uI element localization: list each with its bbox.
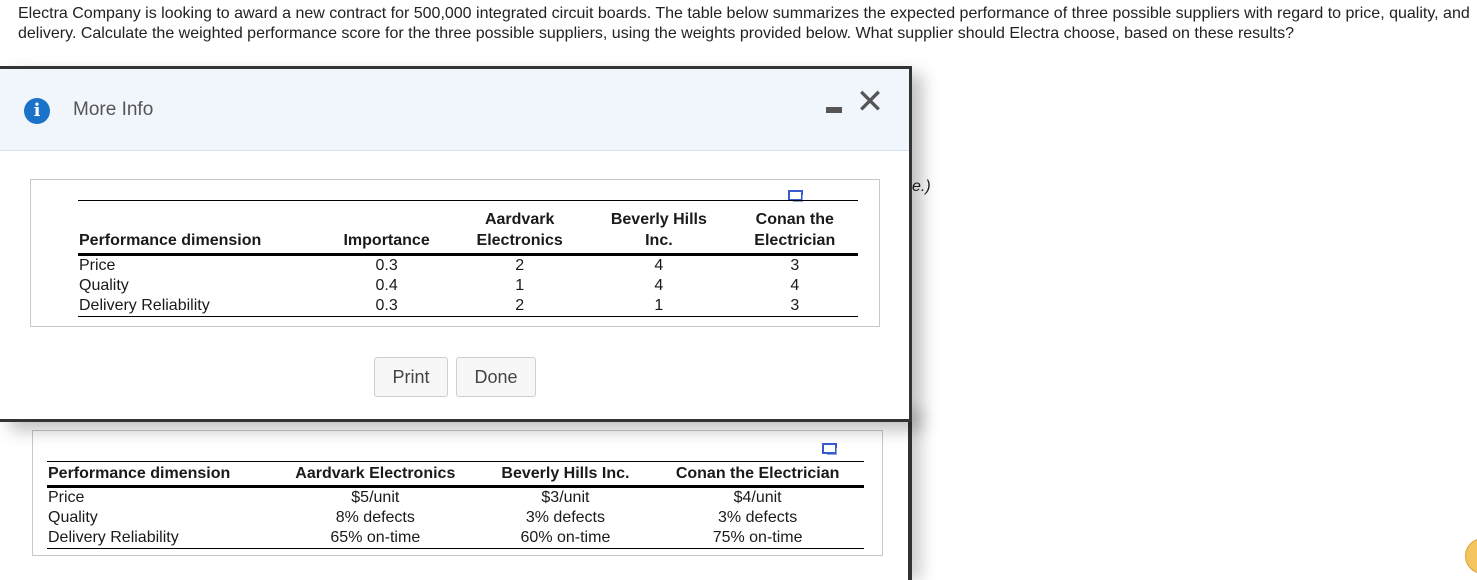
row-label: Delivery Reliability (79, 297, 210, 314)
table-row: Quality 8% defects 3% defects 3% defects (47, 508, 864, 528)
close-icon: ✕ (855, 82, 885, 122)
table-cell: 2 (515, 297, 525, 314)
close-button[interactable]: ✕ (853, 85, 887, 119)
modal-title: More Info (73, 99, 154, 120)
importance-scores-table: Performance dimension Importance Aardvar… (78, 200, 858, 317)
question-text: Electra Company is looking to award a ne… (18, 5, 1470, 42)
more-info-modal: i More Info ✕ Performance dimension Impo… (0, 66, 912, 422)
table-cell: 75% on-time (712, 529, 803, 546)
row-label: Quality (79, 277, 129, 294)
table-cell: 60% on-time (520, 529, 611, 546)
table-row: Delivery Reliability 0.3 2 1 3 (78, 296, 858, 317)
copy-table-icon[interactable] (822, 443, 838, 457)
column-header: Conan the Electrician (754, 211, 836, 249)
table-cell: 1 (515, 277, 525, 294)
table-cell: 3 (790, 257, 800, 274)
table-cell: $3/unit (541, 489, 590, 506)
table-cell: 0.3 (375, 297, 398, 314)
column-header: Beverly Hills Inc. (610, 211, 707, 249)
supplier-data-table: Performance dimension Aardvark Electroni… (47, 461, 864, 549)
column-header: Conan the Electrician (675, 465, 840, 482)
row-label: Price (48, 489, 85, 506)
info-icon: i (24, 98, 50, 124)
table-cell: 0.4 (375, 277, 398, 294)
column-header: Performance dimension (79, 232, 262, 249)
table-cell: 4 (790, 277, 800, 294)
column-header: Importance (343, 232, 430, 249)
table-row: Delivery Reliability 65% on-time 60% on-… (47, 528, 864, 549)
column-header: Aardvark Electronics (476, 211, 563, 249)
print-button[interactable]: Print (374, 357, 448, 397)
minimize-icon (826, 107, 842, 113)
row-label: Quality (48, 509, 98, 526)
table-cell: $4/unit (733, 489, 782, 506)
column-header: Beverly Hills Inc. (501, 465, 630, 482)
table-cell: 3 (790, 297, 800, 314)
help-icon[interactable] (1465, 538, 1477, 574)
row-label: Delivery Reliability (48, 529, 179, 546)
obscured-instruction-text: e.) (912, 178, 931, 195)
column-header: Performance dimension (48, 465, 231, 482)
table-cell: $5/unit (351, 489, 400, 506)
table-cell: 0.3 (375, 257, 398, 274)
table-row: Quality 0.4 1 4 4 (78, 276, 858, 296)
data-table-modal: Performance dimension Aardvark Electroni… (0, 410, 912, 580)
column-header: Aardvark Electronics (295, 465, 456, 482)
importance-table-container: Performance dimension Importance Aardvar… (30, 179, 880, 327)
table-cell: 3% defects (525, 509, 605, 526)
done-button[interactable]: Done (456, 357, 536, 397)
table-cell: 4 (654, 257, 664, 274)
table-row: Price 0.3 2 4 3 (78, 255, 858, 277)
table-row: Price $5/unit $3/unit $4/unit (47, 487, 864, 509)
table-cell: 4 (654, 277, 664, 294)
table-cell: 3% defects (718, 509, 798, 526)
supplier-data-table-container: Performance dimension Aardvark Electroni… (32, 430, 883, 556)
modal-header: i More Info ✕ (0, 69, 909, 151)
table-cell: 1 (654, 297, 664, 314)
minimize-button[interactable] (824, 103, 844, 115)
table-cell: 8% defects (335, 509, 415, 526)
row-label: Price (79, 257, 116, 274)
table-cell: 65% on-time (330, 529, 421, 546)
table-cell: 2 (515, 257, 525, 274)
